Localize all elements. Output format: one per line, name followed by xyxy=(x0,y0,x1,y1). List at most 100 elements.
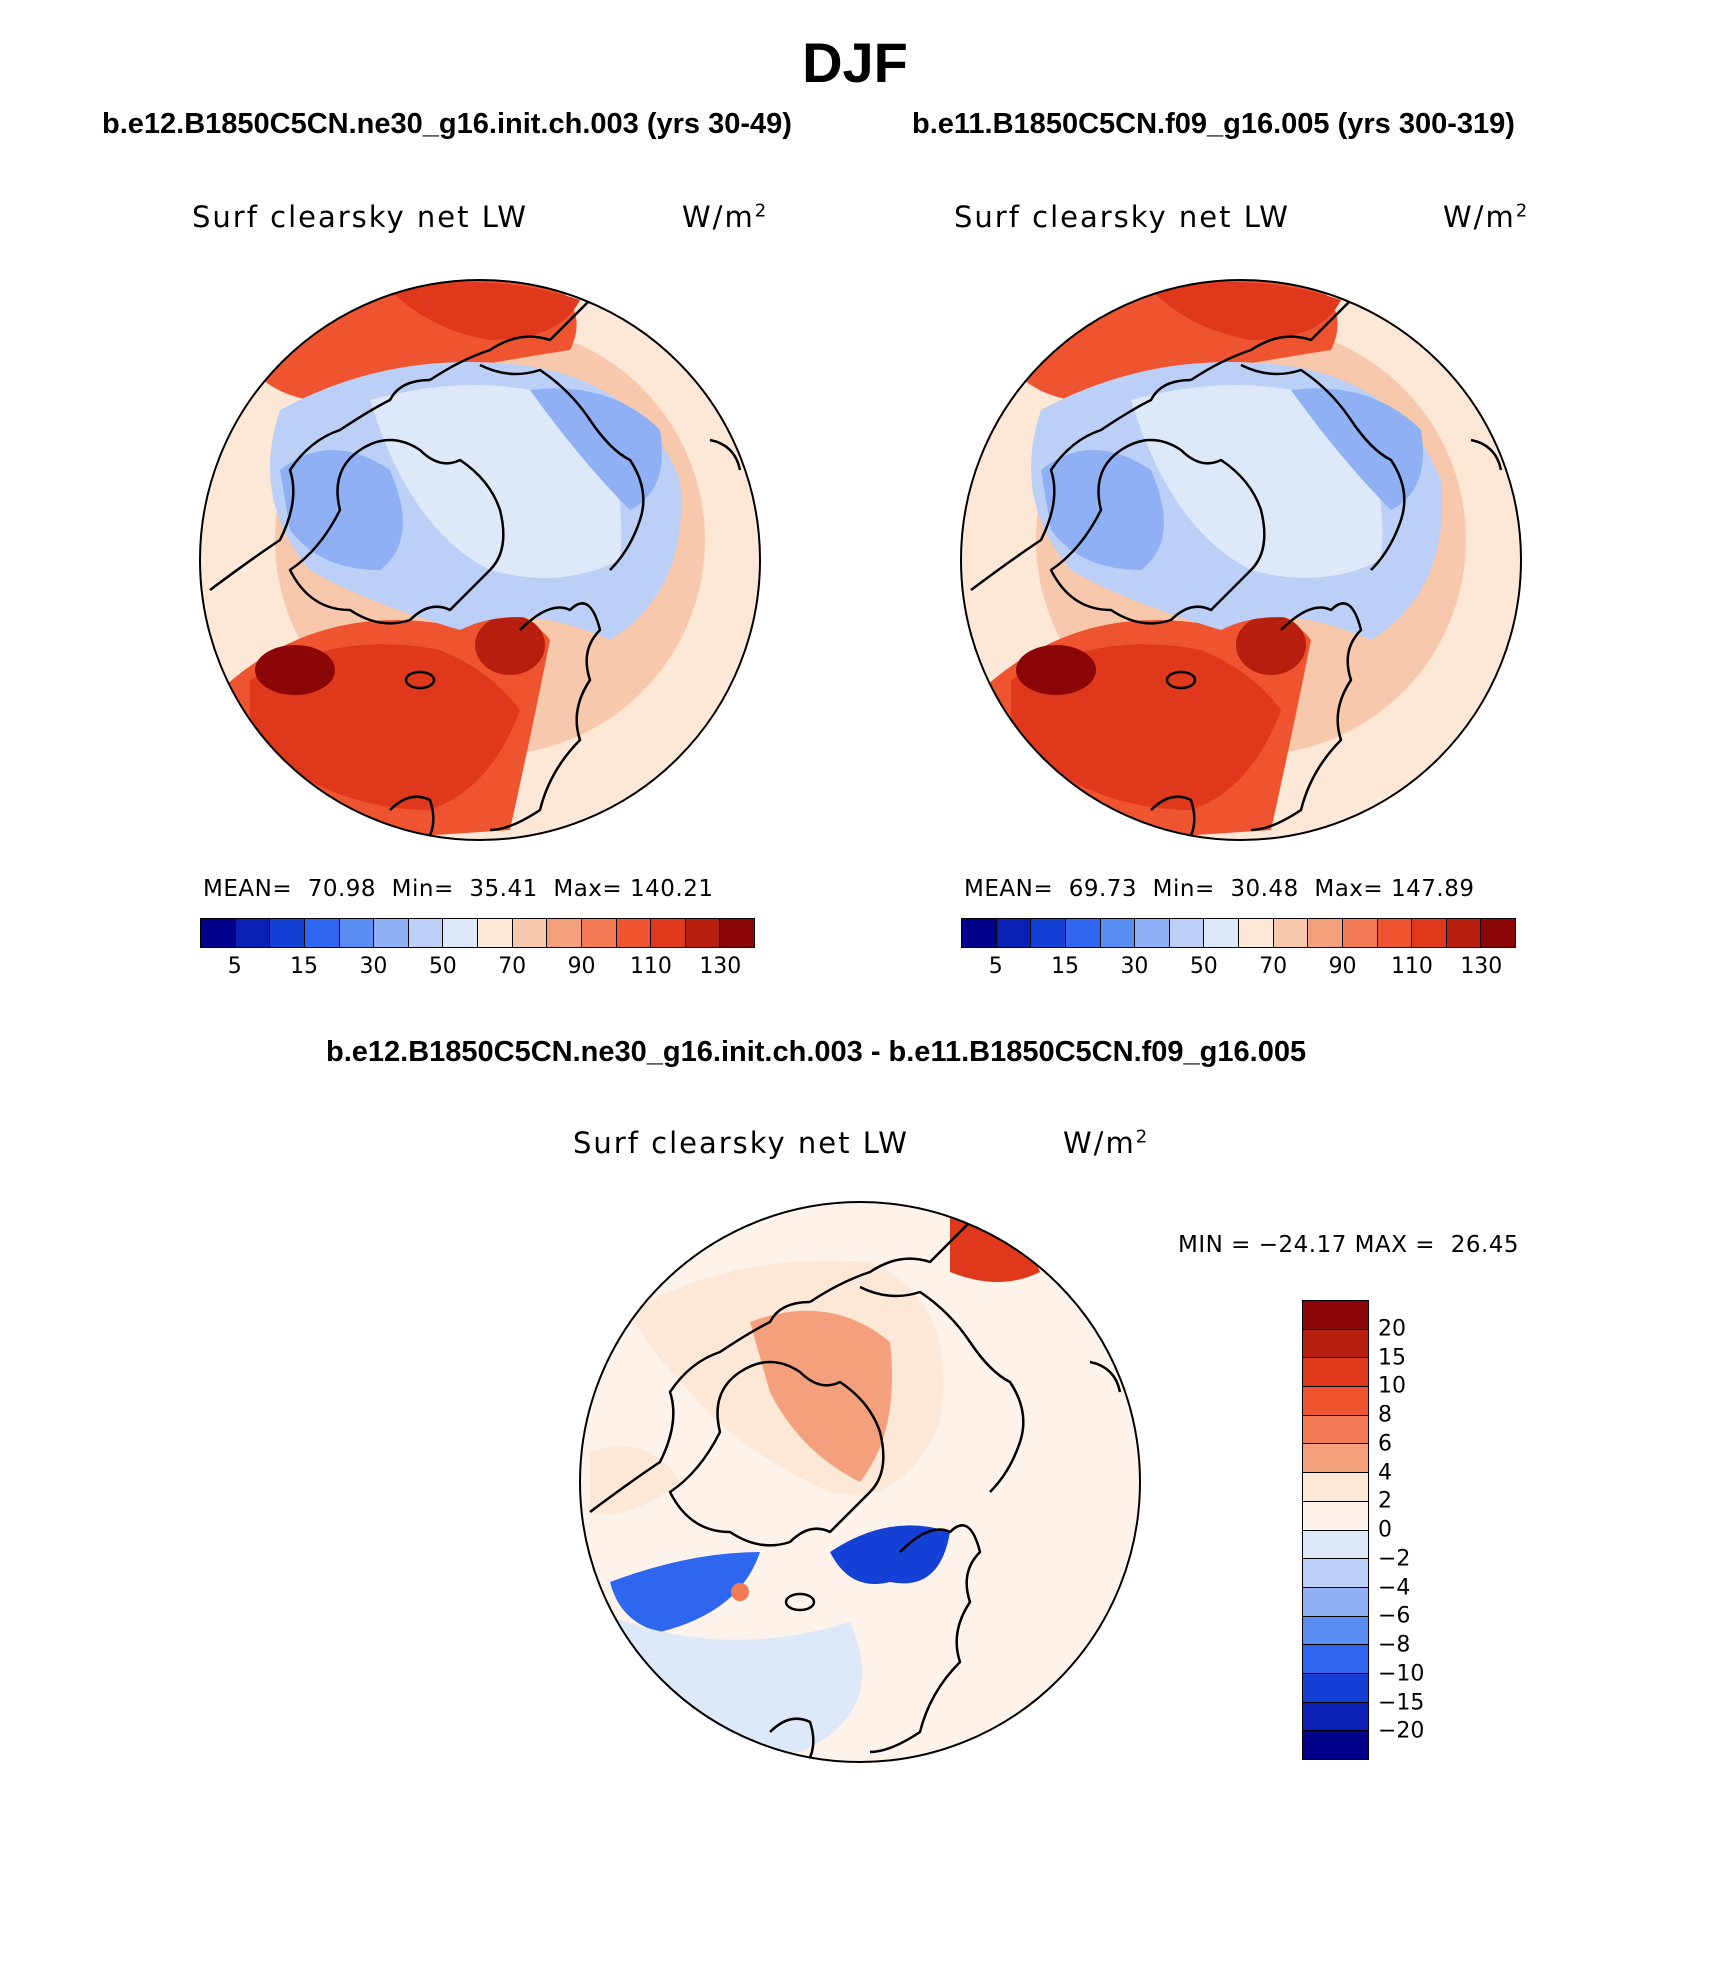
colorbar-tick-label: 8 xyxy=(1378,1402,1392,1428)
colorbar-tick-label: 110 xyxy=(629,954,672,979)
colorbar-swatch xyxy=(1303,1645,1368,1674)
colorbar-swatch xyxy=(1303,1731,1368,1759)
panel-2-variable: Surf clearsky net LW xyxy=(954,200,1290,234)
coast-siberia xyxy=(859,1285,1025,1493)
coast-scandinavia xyxy=(489,602,602,832)
colorbar-swatch xyxy=(962,919,997,947)
diff-variable: Surf clearsky net LW xyxy=(573,1126,909,1160)
colorbar-swatch xyxy=(478,919,513,947)
colorbar-swatch xyxy=(1342,919,1378,947)
coast-canada xyxy=(589,1300,811,1514)
panel-1-variable: Surf clearsky net LW xyxy=(192,200,528,234)
field-pacific-core xyxy=(390,282,580,340)
coast-canada xyxy=(970,378,1192,592)
colorbar-swatch xyxy=(304,919,340,947)
colorbar-tick-label: 5 xyxy=(227,954,242,979)
coast-greenland xyxy=(668,1360,885,1547)
colorbar-swatch xyxy=(1239,919,1274,947)
panel-1-units: W/m2 xyxy=(682,200,769,234)
colorbar-tick-label: 30 xyxy=(1120,954,1149,979)
panel-2-colorbar xyxy=(961,918,1516,948)
colorbar-swatch xyxy=(1446,919,1482,947)
field-canada-cold xyxy=(280,450,403,570)
colorbar-swatch xyxy=(581,919,617,947)
colorbar-swatch xyxy=(1135,919,1170,947)
colorbar-swatch xyxy=(1065,919,1101,947)
colorbar-tick-label: −20 xyxy=(1378,1718,1425,1744)
colorbar-tick-label: −8 xyxy=(1378,1632,1411,1658)
colorbar-swatch xyxy=(1031,919,1066,947)
colorbar-swatch xyxy=(1303,1616,1368,1646)
colorbar-swatch xyxy=(1303,1301,1368,1330)
colorbar-tick-label: 20 xyxy=(1378,1316,1406,1342)
colorbar-swatch xyxy=(512,919,548,947)
coast-siberia xyxy=(1240,363,1406,571)
field-barents-min xyxy=(830,1525,950,1584)
field-iceland-warm xyxy=(731,1583,749,1601)
colorbar-swatch xyxy=(996,919,1032,947)
colorbar-tick-label: −2 xyxy=(1378,1546,1411,1572)
colorbar-swatch xyxy=(1303,1473,1368,1502)
field-pacific-core xyxy=(1151,282,1341,340)
field-labrador-max xyxy=(1016,645,1096,695)
colorbar-tick-label: 130 xyxy=(1460,954,1503,979)
colorbar-tick-label: 70 xyxy=(1259,954,1288,979)
field-norwegian-max xyxy=(1236,615,1306,675)
colorbar-swatch xyxy=(1377,919,1413,947)
field-arctic-core xyxy=(370,385,622,578)
colorbar-swatch xyxy=(1100,919,1136,947)
colorbar-tick-label: −6 xyxy=(1378,1603,1411,1629)
colorbar-swatch xyxy=(1308,919,1343,947)
colorbar-tick-label: −10 xyxy=(1378,1661,1425,1687)
colorbar-tick-label: 70 xyxy=(498,954,527,979)
colorbar-tick-label: 10 xyxy=(1378,1373,1406,1399)
colorbar-tick-label: 6 xyxy=(1378,1431,1392,1457)
colorbar-tick-label: 50 xyxy=(1189,954,1218,979)
colorbar-tick-label: 2 xyxy=(1378,1488,1392,1514)
coast-sakhalin xyxy=(1089,1360,1122,1393)
colorbar-tick-label: 15 xyxy=(1378,1345,1406,1370)
colorbar-tick-label: 50 xyxy=(428,954,457,979)
colorbar-tick-label: 0 xyxy=(1378,1517,1392,1543)
colorbar-tick-label: 15 xyxy=(1051,954,1080,979)
colorbar-swatch xyxy=(616,919,652,947)
field-siberia-cold xyxy=(1291,388,1423,510)
coast-greenland xyxy=(1049,438,1266,625)
map-boundary xyxy=(199,279,761,841)
colorbar-swatch xyxy=(443,919,478,947)
colorbar-swatch xyxy=(1303,1415,1368,1445)
colorbar-swatch xyxy=(1303,1444,1368,1474)
diff-case-label: b.e12.B1850C5CN.ne30_g16.init.ch.003 - b… xyxy=(326,1036,1307,1068)
coast-sakhalin xyxy=(1470,438,1503,471)
colorbar-swatch xyxy=(1303,1329,1368,1359)
figure-title: DJF xyxy=(802,31,908,94)
colorbar-swatch xyxy=(374,919,409,947)
colorbar-tick-label: 15 xyxy=(290,954,319,979)
coast-scandinavia xyxy=(1250,602,1363,832)
field-arctic-core xyxy=(1131,385,1383,578)
field-labrador-max xyxy=(255,645,335,695)
panel-2-case-label: b.e11.B1850C5CN.f09_g16.005 (yrs 300-319… xyxy=(912,108,1515,140)
colorbar-tick-label: 110 xyxy=(1390,954,1433,979)
colorbar-tick-label: 90 xyxy=(1328,954,1357,979)
diff-map xyxy=(579,1201,1141,1763)
field-arctic-anomaly xyxy=(750,1310,892,1482)
diff-units: W/m2 xyxy=(1063,1126,1150,1160)
colorbar-swatch xyxy=(1169,919,1205,947)
colorbar-swatch xyxy=(235,919,271,947)
colorbar-swatch xyxy=(270,919,305,947)
colorbar-swatch xyxy=(1303,1530,1368,1560)
field-labrador-min xyxy=(610,1552,760,1632)
colorbar-tick-label: −4 xyxy=(1378,1575,1411,1600)
panel-2-units: W/m2 xyxy=(1443,200,1530,234)
field-canada-cold xyxy=(1041,450,1164,570)
colorbar-swatch xyxy=(1303,1587,1368,1617)
coast-iceland xyxy=(784,1592,816,1612)
colorbar-tick-label: 30 xyxy=(359,954,388,979)
field-siberia-cold xyxy=(530,388,662,510)
colorbar-swatch xyxy=(1412,919,1447,947)
panel-2-map xyxy=(960,279,1522,841)
colorbar-tick-label: 4 xyxy=(1378,1460,1392,1485)
panel-1-stats: MEAN= 70.98 Min= 35.41 Max= 140.21 xyxy=(203,876,714,902)
field-bering-max xyxy=(950,1212,1040,1282)
